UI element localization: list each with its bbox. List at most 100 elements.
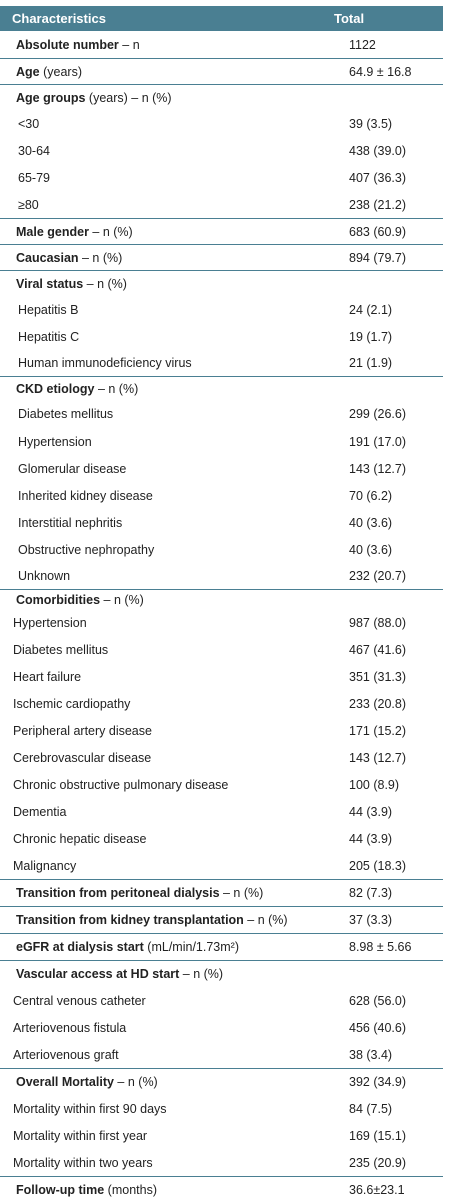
row-value: 64.9 ± 16.8 [349, 64, 412, 79]
row-label-rest: Central venous catheter [13, 993, 146, 1008]
table-row: Comorbidities – n (%) [0, 589, 443, 609]
row-value: 100 (8.9) [349, 777, 400, 792]
row-label: Heart failure [0, 670, 335, 684]
characteristics-table: Characteristics Total Absolute number – … [0, 6, 443, 1203]
row-value: 40 (3.6) [349, 542, 393, 557]
table-row: Peripheral artery disease 171 (15.2) [0, 717, 443, 744]
row-label-rest: Hepatitis C [18, 329, 80, 344]
row-label-bold: Age groups [16, 90, 86, 105]
table-row: Unknown 232 (20.7) [0, 563, 443, 589]
row-label-bold: Vascular access at HD start [16, 967, 180, 981]
table-row: Chronic hepatic disease 44 (3.9) [0, 825, 443, 852]
row-label: Inherited kidney disease [0, 489, 335, 503]
row-label-rest: Obstructive nephropathy [18, 542, 155, 557]
row-value: 40 (3.6) [349, 515, 393, 530]
row-label: ≥80 [0, 198, 335, 212]
row-label-rest: Heart failure [13, 669, 82, 684]
row-label: Obstructive nephropathy [0, 543, 335, 557]
table-row: Mortality within first 90 days 84 (7.5) [0, 1095, 443, 1122]
table-row: Follow-up time (months) 36.6±23.1 [0, 1176, 443, 1203]
table-row: Ischemic cardiopathy 233 (20.8) [0, 690, 443, 717]
row-value: 36.6±23.1 [349, 1183, 405, 1197]
table-row: Inherited kidney disease 70 (6.2) [0, 482, 443, 509]
row-value: 84 (7.5) [349, 1101, 393, 1116]
row-label-bold: Viral status [16, 276, 84, 291]
row-value: 24 (2.1) [349, 302, 393, 317]
row-label-rest: Mortality within first year [13, 1128, 148, 1143]
row-label-rest: Ischemic cardiopathy [13, 696, 131, 711]
row-label-rest: – n (%) [113, 1075, 158, 1089]
row-label-rest: <30 [18, 116, 40, 131]
row-label: Malignancy [0, 859, 335, 873]
table-row: Age (years) 64.9 ± 16.8 [0, 58, 443, 84]
row-label-rest: Malignancy [13, 858, 77, 873]
row-value: 37 (3.3) [349, 913, 393, 927]
table-row: Transition from peritoneal dialysis – n … [0, 879, 443, 906]
row-label-rest: Inherited kidney disease [18, 488, 153, 503]
row-label: Chronic hepatic disease [0, 832, 335, 846]
row-label-rest: – n (%) [179, 967, 224, 981]
row-label-rest: Unknown [18, 569, 71, 583]
row-value: 232 (20.7) [349, 569, 406, 583]
table-row: Interstitial nephritis 40 (3.6) [0, 509, 443, 536]
row-label: <30 [0, 117, 335, 131]
row-label-rest: Hypertension [13, 615, 87, 630]
table-row: Mortality within first year 169 (15.1) [0, 1122, 443, 1149]
row-value: 169 (15.1) [349, 1128, 406, 1143]
row-label: Central venous catheter [0, 994, 335, 1008]
table-row: Hepatitis C 19 (1.7) [0, 323, 443, 350]
row-label-rest: Interstitial nephritis [18, 515, 123, 530]
row-label: 65-79 [0, 171, 335, 185]
table-row: Obstructive nephropathy 40 (3.6) [0, 536, 443, 563]
row-label-rest: (years) – n (%) [85, 90, 172, 105]
row-value: 143 (12.7) [349, 750, 406, 765]
row-label: Arteriovenous graft [0, 1048, 335, 1062]
table-body: Absolute number – n 1122 Age (years) 64.9 ±… [0, 31, 443, 1203]
row-value: 467 (41.6) [349, 642, 406, 657]
row-label: Mortality within first 90 days [0, 1102, 335, 1116]
row-label-bold: Overall Mortality [16, 1075, 114, 1089]
table-row: Male gender – n (%) 683 (60.9) [0, 218, 443, 244]
row-value: 70 (6.2) [349, 488, 393, 503]
row-label-rest: Diabetes mellitus [13, 642, 109, 657]
row-label: Vascular access at HD start – n (%) [0, 967, 335, 981]
row-value: 21 (1.9) [349, 356, 393, 370]
row-label-bold: Comorbidities [16, 592, 101, 607]
row-label-rest: – n (%) [78, 250, 123, 265]
row-value: 39 (3.5) [349, 116, 393, 131]
row-label-rest: Chronic hepatic disease [13, 831, 147, 846]
row-label-rest: Chronic obstructive pulmonary disease [13, 777, 229, 792]
row-label-bold: Age [16, 64, 40, 79]
row-label-bold: Transition from kidney transplantation [16, 913, 244, 927]
table-row: CKD etiology – n (%) [0, 376, 443, 400]
row-label-rest: Mortality within two years [13, 1155, 153, 1170]
row-label-bold: eGFR at dialysis start [16, 940, 144, 954]
row-label: Diabetes mellitus [0, 407, 335, 421]
row-value: 628 (56.0) [349, 993, 406, 1008]
table-row: 65-79 407 (36.3) [0, 164, 443, 191]
row-label: eGFR at dialysis start (mL/min/1.73m²) [0, 940, 335, 954]
row-label: CKD etiology – n (%) [0, 382, 335, 396]
row-label-rest: – n (%) [100, 592, 144, 607]
row-label: Age groups (years) – n (%) [0, 91, 335, 105]
row-label: Comorbidities – n (%) [0, 593, 335, 607]
row-value: 235 (20.9) [349, 1155, 406, 1170]
row-value: 143 (12.7) [349, 461, 406, 476]
row-label: 30-64 [0, 144, 335, 158]
row-label-rest: Diabetes mellitus [18, 407, 114, 421]
row-value: 44 (3.9) [349, 804, 393, 819]
row-label-rest: Hypertension [18, 434, 92, 449]
row-label-rest: Dementia [13, 804, 67, 819]
table-row: Dementia 44 (3.9) [0, 798, 443, 825]
row-label: Cerebrovascular disease [0, 751, 335, 765]
table-row: ≥80 238 (21.2) [0, 191, 443, 218]
row-label: Viral status – n (%) [0, 277, 335, 291]
row-label: Hepatitis B [0, 303, 335, 317]
row-label: Interstitial nephritis [0, 516, 335, 530]
table-row: Viral status – n (%) [0, 270, 443, 296]
row-label: Caucasian – n (%) [0, 251, 335, 265]
row-label: Arteriovenous fistula [0, 1021, 335, 1035]
row-label: Absolute number – n [0, 38, 335, 52]
table-row: Hypertension 987 (88.0) [0, 609, 443, 636]
row-label: Hypertension [0, 435, 335, 449]
